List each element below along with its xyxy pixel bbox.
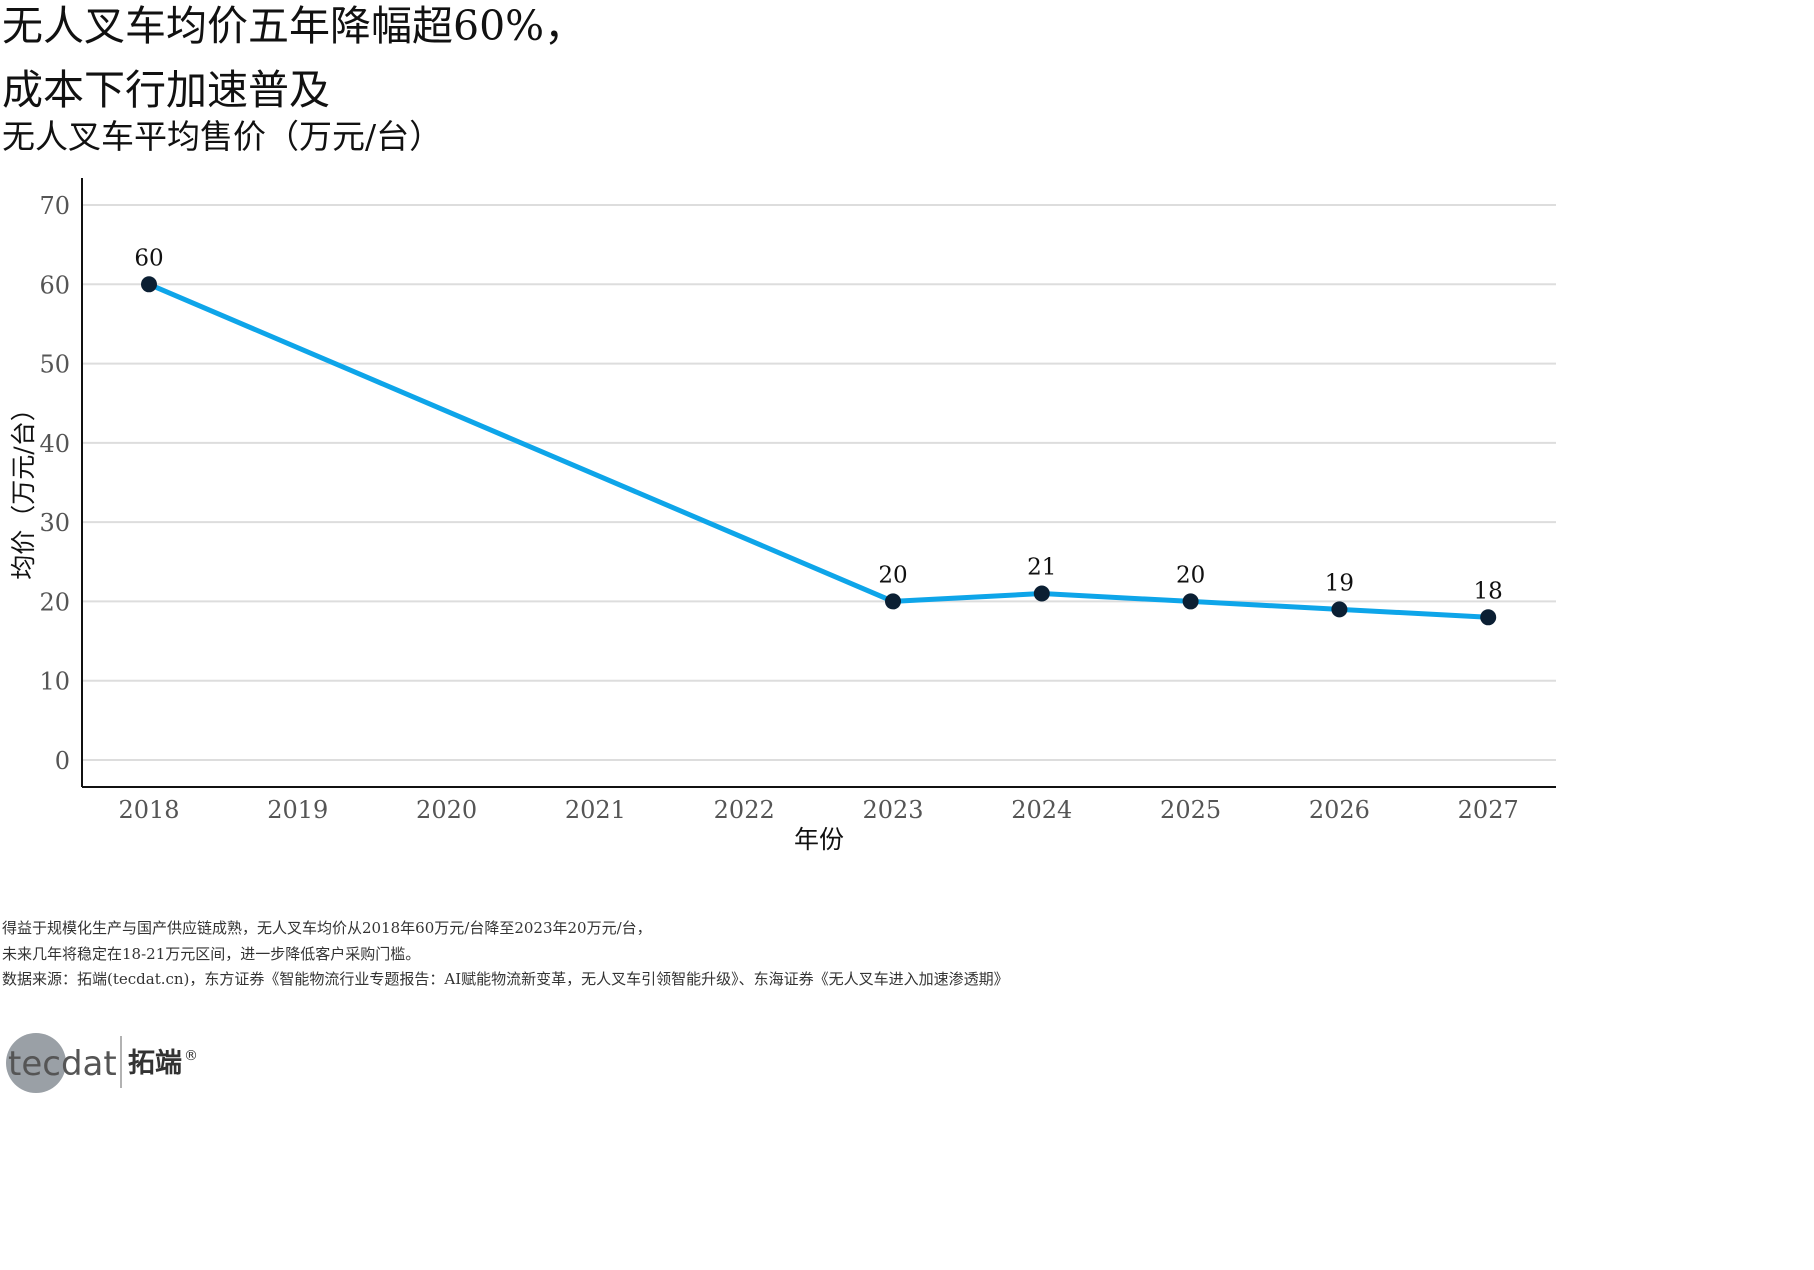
y-axis-title: 均价（万元/台） [9,396,38,579]
x-tick-label: 2024 [1011,796,1072,824]
source-note: 数据来源：拓端(tecdat.cn)，东方证券《智能物流行业专题报告：AI赋能物… [2,970,1009,988]
data-point-2027 [1480,609,1497,626]
y-tick-label: 60 [39,271,70,299]
y-tick-label: 10 [39,668,70,696]
chart-title-line2: 成本下行加速普及 [2,66,330,114]
data-label-2026: 19 [1325,570,1354,596]
series-line [146,281,1491,620]
logo-wordmark: tecdat [8,1044,117,1084]
x-tick-label: 2019 [267,796,328,824]
data-label-2018: 60 [134,245,163,271]
y-tick-label: 20 [39,588,70,616]
data-label-2024: 21 [1027,555,1056,581]
y-tick-label: 30 [39,509,70,537]
logo-circle [6,1033,66,1093]
data-point-2026 [1331,601,1348,618]
logo-brand-cn: 拓端 [128,1048,182,1079]
x-tick-label: 2018 [118,796,179,824]
data-point-2023 [885,593,901,610]
x-tick-label: 2020 [416,796,477,824]
data-label-2023: 20 [878,562,907,588]
x-tick-label: 2027 [1458,796,1519,824]
chart-title-line1: 无人叉车均价五年降幅超60%， [2,2,586,50]
x-tick-label: 2023 [862,796,923,824]
y-tick-label: 0 [55,747,70,775]
logo-registered-mark: ® [184,1048,198,1064]
chart-subtitle: 无人叉车平均售价（万元/台） [2,117,443,156]
data-label-2025: 20 [1176,562,1205,588]
x-tick-label: 2021 [565,796,626,824]
data-point-2024 [1033,585,1050,602]
data-label-2027: 18 [1474,578,1503,604]
x-tick-label: 2025 [1160,796,1221,824]
tecdat-logo: tecdat 拓端 ® [6,1033,198,1093]
x-axis-title: 年份 [794,825,844,854]
y-tick-label: 70 [39,192,70,220]
x-tick-label: 2026 [1309,796,1370,824]
data-point-2018 [141,276,157,293]
x-tick-label: 2022 [714,796,775,824]
y-tick-label: 50 [39,351,70,379]
note-line-1: 得益于规模化生产与国产供应链成熟，无人叉车均价从2018年60万元/台降至202… [2,919,652,937]
y-tick-label: 40 [39,430,70,458]
data-point-2025 [1182,593,1199,610]
note-line-2: 未来几年将稳定在18-21万元区间，进一步降低客户采购门槛。 [2,945,421,963]
